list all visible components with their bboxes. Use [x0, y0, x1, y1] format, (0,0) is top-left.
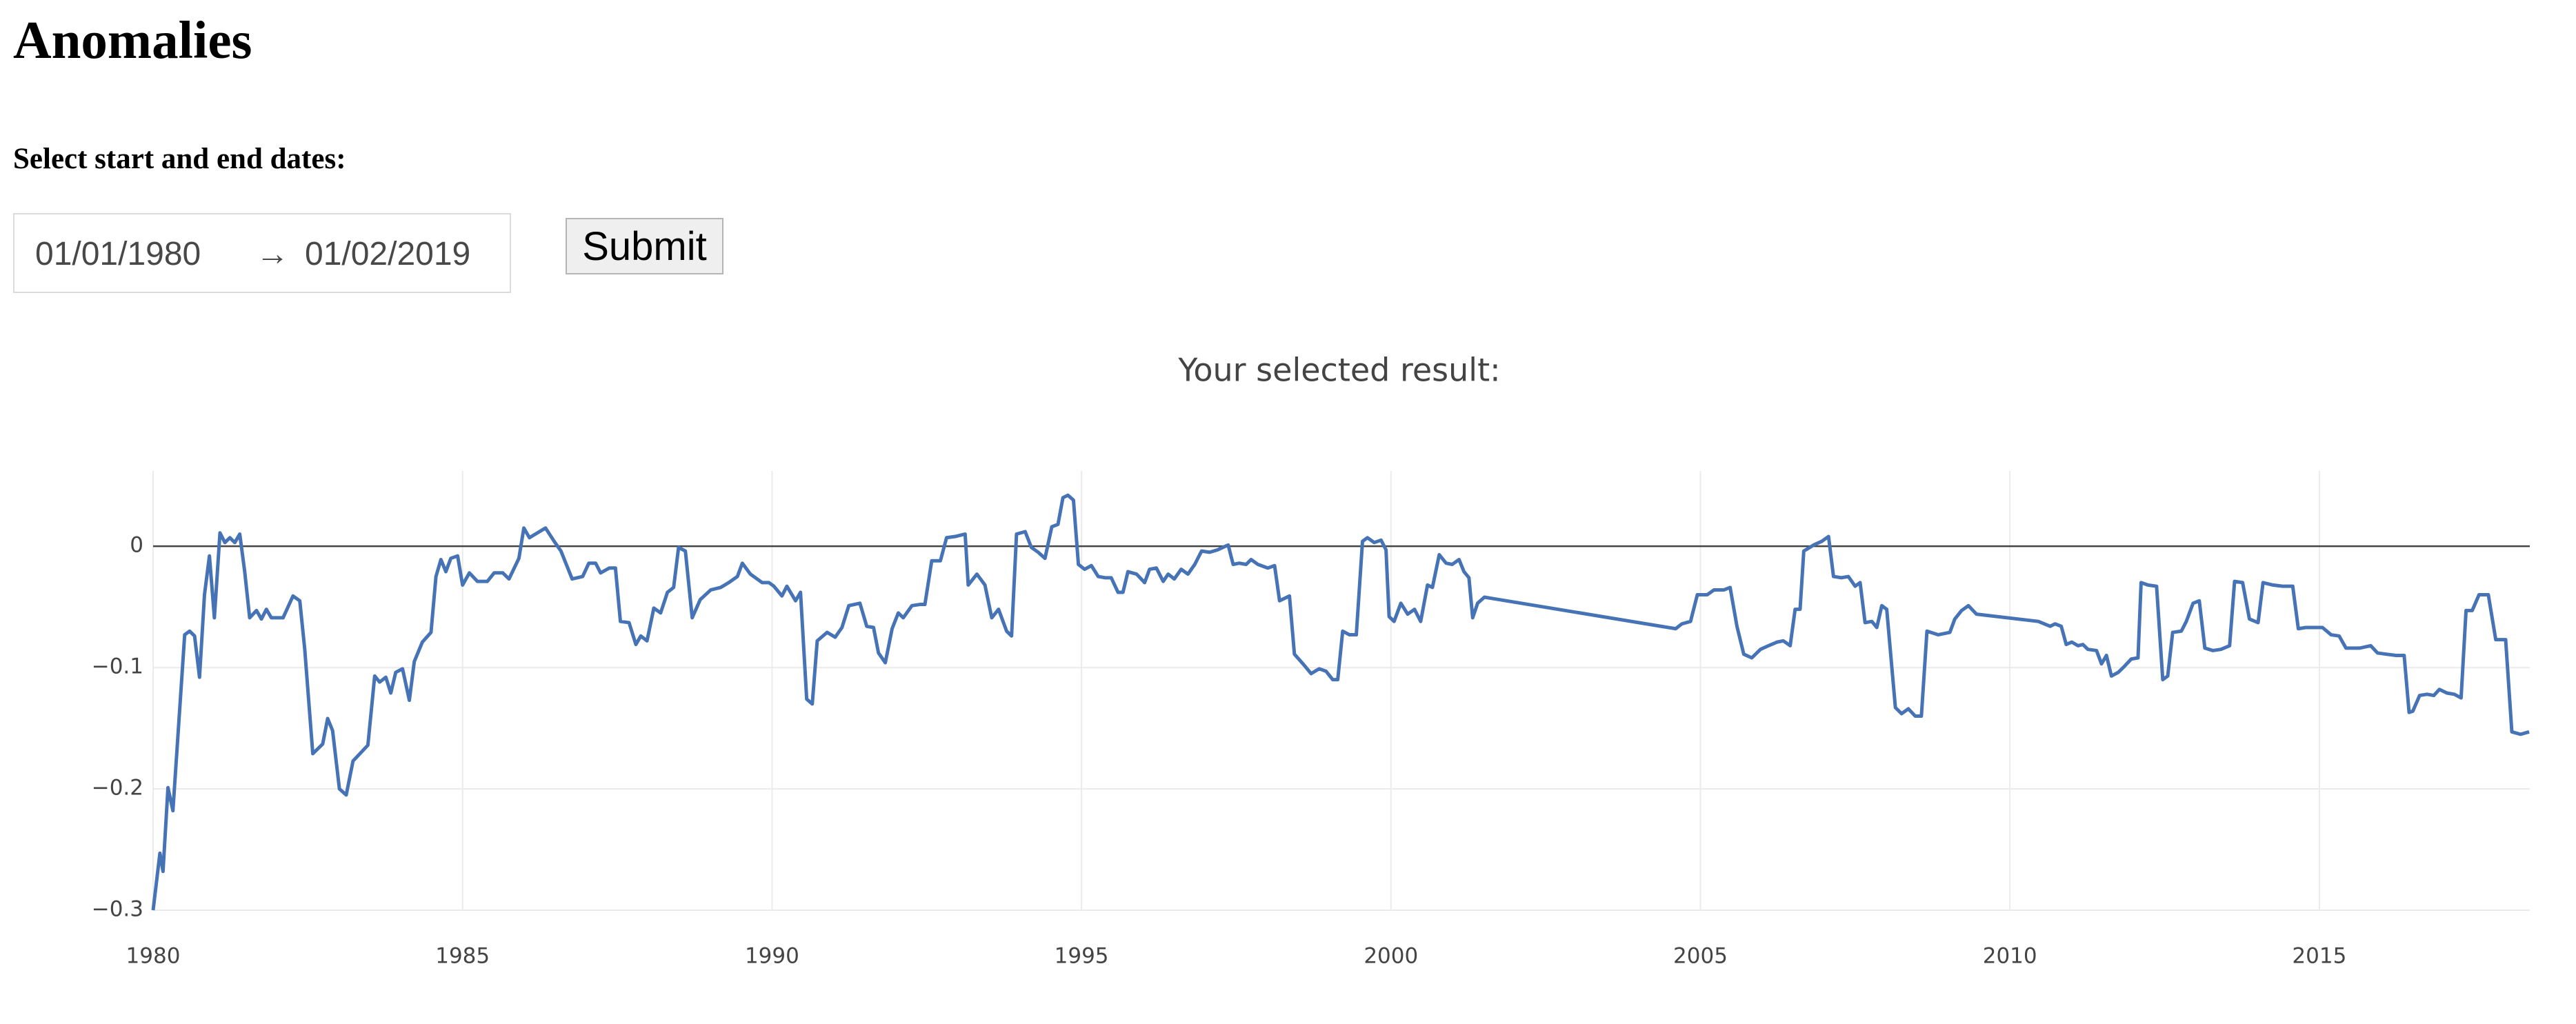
x-tick-label: 1980	[126, 944, 181, 969]
chart-title: Your selected result:	[1177, 352, 1500, 389]
date-arrow: →	[256, 236, 289, 272]
x-tick-label: 1990	[745, 944, 799, 969]
x-tick-label: 1985	[435, 944, 490, 969]
date-prompt: Select start and end dates:	[13, 143, 346, 175]
x-tick-label: 2015	[2292, 944, 2346, 969]
page-title: Anomalies	[13, 10, 252, 70]
start-date[interactable]: 01/01/1980	[35, 236, 201, 272]
y-tick-label: 0	[130, 533, 143, 558]
x-tick-label: 2005	[1673, 944, 1728, 969]
x-tick-label: 1995	[1055, 944, 1109, 969]
end-date[interactable]: 01/02/2019	[305, 236, 471, 272]
y-tick-label: −0.3	[92, 897, 143, 922]
y-tick-label: −0.1	[92, 654, 143, 679]
x-tick-label: 2000	[1364, 944, 1418, 969]
y-tick-label: −0.2	[92, 776, 143, 801]
x-tick-label: 2010	[1983, 944, 2037, 969]
data-line	[151, 493, 2530, 911]
submit-button[interactable]: Submit	[566, 218, 723, 274]
date-range-picker[interactable]: 01/01/1980 → 01/02/2019	[13, 213, 511, 293]
